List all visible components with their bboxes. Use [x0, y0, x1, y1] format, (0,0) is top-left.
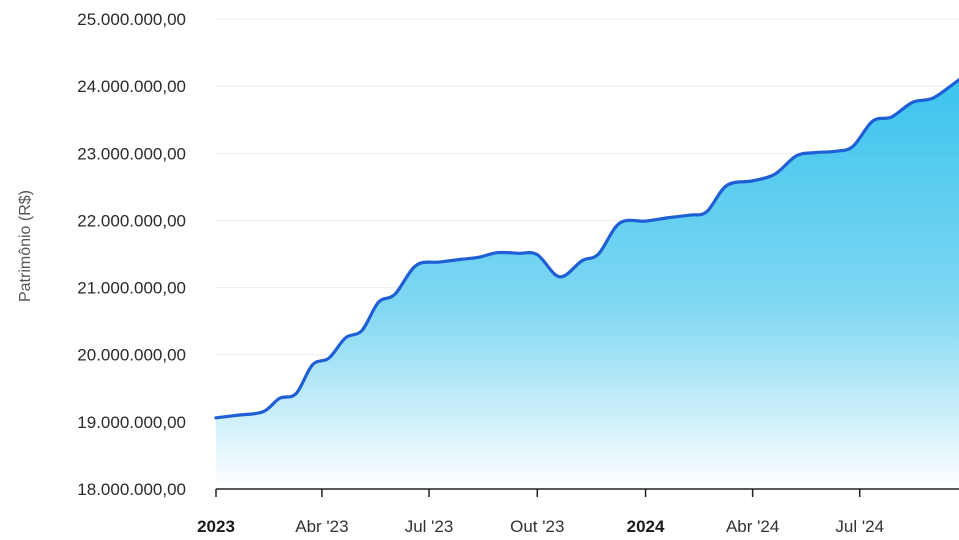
x-tick-label: Abr '24 [726, 517, 779, 536]
series-line [214, 78, 959, 420]
y-tick-label: 18.000.000,00 [77, 480, 186, 499]
x-tick-label: 2023 [197, 517, 235, 536]
series-area [216, 79, 959, 490]
y-tick-label: 24.000.000,00 [77, 77, 186, 96]
y-tick-label: 22.000.000,00 [77, 211, 186, 230]
x-tick-label: Abr '23 [295, 517, 348, 536]
x-tick-label: 2024 [627, 517, 665, 536]
y-tick-label: 25.000.000,00 [77, 10, 186, 29]
x-tick-label: Jul '23 [405, 517, 454, 536]
y-tick-label: 21.000.000,00 [77, 279, 186, 298]
x-tick-label: Out '23 [510, 517, 564, 536]
x-ticks: 2023 Abr '23 Jul '23 Out '23 2024 Abr '24 Jul … [197, 489, 884, 536]
y-tick-label: 19.000.000,00 [77, 413, 186, 432]
x-tick-label: Jul '24 [835, 517, 884, 536]
y-tick-label: 20.000.000,00 [77, 346, 186, 365]
y-tick-labels: 18.000.000,00 19.000.000,00 20.000.000,00 2… [77, 10, 186, 499]
y-axis-label: Patrimônio (R$) [17, 190, 34, 302]
y-tick-label: 23.000.000,00 [77, 144, 186, 163]
